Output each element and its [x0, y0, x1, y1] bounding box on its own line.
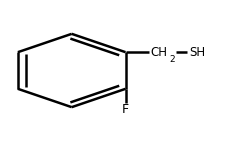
Text: 2: 2	[169, 55, 175, 64]
Text: CH: CH	[151, 46, 168, 59]
Text: SH: SH	[190, 46, 206, 59]
Text: F: F	[122, 103, 129, 116]
